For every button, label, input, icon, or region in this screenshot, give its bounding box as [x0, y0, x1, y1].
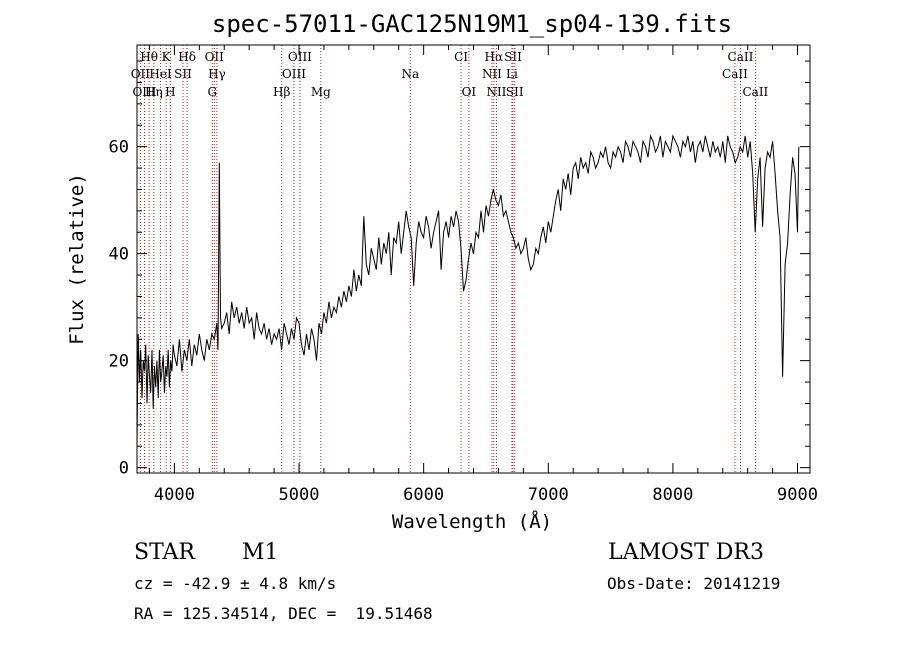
marker-label: CaII [722, 67, 748, 81]
marker-label: OIII [288, 50, 312, 64]
marker-label: NII [482, 67, 502, 81]
marker-label: OI [462, 85, 477, 99]
marker-label: K [162, 50, 172, 64]
marker-label: Hθ [140, 50, 158, 64]
marker-label: CaII [728, 50, 754, 64]
marker-label: Hβ [273, 85, 290, 99]
marker-label: SII [506, 85, 524, 99]
marker-label: H [165, 85, 175, 99]
x-tick-label: 7000 [528, 485, 569, 505]
marker-label: OII [131, 67, 151, 81]
plot-frame [136, 44, 811, 474]
marker-label: HeI [149, 67, 172, 81]
coordinates: RA = 125.34514, DEC = 19.51468 [134, 604, 433, 623]
marker-label: SII [504, 50, 522, 64]
marker-label: Na [401, 67, 419, 81]
marker-label: Li [506, 67, 518, 81]
survey-name: LAMOST DR3 [608, 540, 764, 565]
axes: 4000 5000 6000 7000 8000 9000 0 20 40 60 [109, 45, 818, 505]
x-tick-label: 5000 [279, 485, 320, 505]
x-tick-label: 9000 [777, 485, 818, 505]
y-tick-label: 60 [109, 138, 129, 158]
spectrum-group [136, 134, 800, 447]
marker-label: NII [486, 85, 506, 99]
marker-label: Hδ [178, 50, 196, 64]
chart-title: spec-57011-GAC125N19M1_sp04-139.fits [212, 10, 732, 38]
marker-label: SII [174, 67, 192, 81]
observation-date: Obs-Date: 20141219 [607, 574, 781, 593]
object-subclass: M1 [242, 540, 279, 565]
marker-label: OIII [282, 67, 306, 81]
marker-label: CaII [742, 85, 768, 99]
marker-label: OII [205, 50, 225, 64]
y-tick-label: 40 [109, 245, 129, 265]
x-axis-label: Wavelength (Å) [392, 510, 552, 533]
x-tick-label: 4000 [154, 485, 195, 505]
redshift-velocity: cz = -42.9 ± 4.8 km/s [134, 574, 337, 593]
marker-label: Hγ [208, 67, 226, 81]
marker-label: G [207, 85, 217, 99]
marker-label: CI [454, 50, 468, 64]
marker-label: Hα [485, 50, 504, 64]
y-tick-label: 20 [109, 352, 129, 372]
marker-label: Mg [311, 85, 331, 99]
object-class: STAR [134, 540, 195, 565]
marker-label: Hη [145, 85, 163, 99]
x-tick-label: 6000 [403, 485, 444, 505]
spectrum-line [136, 134, 800, 447]
y-axis-label: Flux (relative) [66, 173, 88, 345]
y-tick-label: 0 [119, 459, 129, 479]
x-tick-label: 8000 [652, 485, 693, 505]
marker-label: OIII [132, 85, 156, 99]
